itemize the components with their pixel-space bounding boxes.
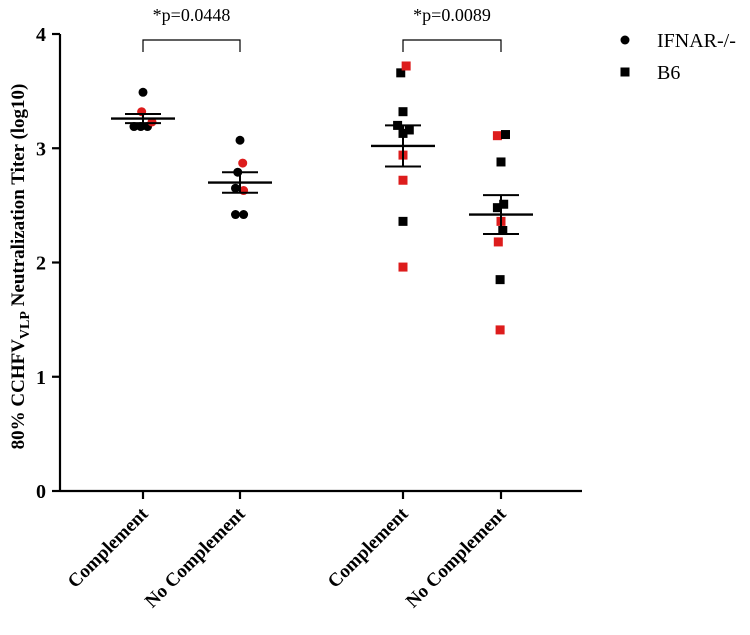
significance-bracket (142, 39, 241, 52)
data-point (501, 130, 510, 140)
significance-bracket (402, 39, 502, 52)
axes (52, 32, 582, 499)
data-point (129, 122, 139, 132)
legend-label: B6 (657, 62, 680, 84)
legend-marker (620, 35, 630, 45)
y-axis-label: 80% CCHFVVLP Neutralization Titer (log10… (8, 84, 33, 450)
data-point (239, 210, 249, 220)
data-point (231, 183, 240, 193)
x-tick-label: Complement (64, 503, 153, 592)
legend-label: IFNAR-/- (657, 30, 736, 52)
x-tick-label: No Complement (141, 503, 250, 612)
data-point (401, 61, 411, 71)
data-point (396, 68, 406, 78)
data-point (231, 210, 240, 220)
y-tick-label: 3 (36, 138, 46, 160)
x-tick-label: No Complement (402, 503, 511, 612)
y-axis-label-subscript: VLP (18, 311, 33, 339)
data-point (138, 87, 148, 97)
x-tick-label: Complement (324, 503, 413, 592)
y-tick-label: 2 (36, 253, 46, 275)
data-point (492, 203, 502, 213)
y-tick-label: 1 (36, 367, 46, 389)
plot-area (111, 39, 533, 335)
data-point (398, 175, 408, 185)
data-point (495, 325, 505, 335)
y-tick-label: 0 (36, 481, 46, 503)
data-point (404, 125, 414, 135)
y-tick-label: 4 (36, 24, 46, 46)
data-point (238, 158, 248, 168)
data-point (398, 262, 408, 272)
y-axis-label-rest: Neutralization Titer (log10) (8, 84, 29, 311)
p-value-label: *p=0.0089 (413, 5, 491, 25)
data-point (498, 226, 508, 236)
data-point (136, 122, 146, 132)
data-point (499, 199, 509, 209)
p-value-label: *p=0.0448 (153, 5, 231, 25)
legend-marker (620, 67, 630, 77)
data-point (235, 135, 245, 145)
data-point (496, 157, 506, 167)
data-point (398, 107, 408, 117)
data-point (493, 237, 503, 247)
data-point (398, 216, 408, 226)
data-point (492, 131, 502, 141)
data-point (495, 275, 505, 285)
y-axis-label-main: 80% CCHFV (8, 339, 29, 450)
